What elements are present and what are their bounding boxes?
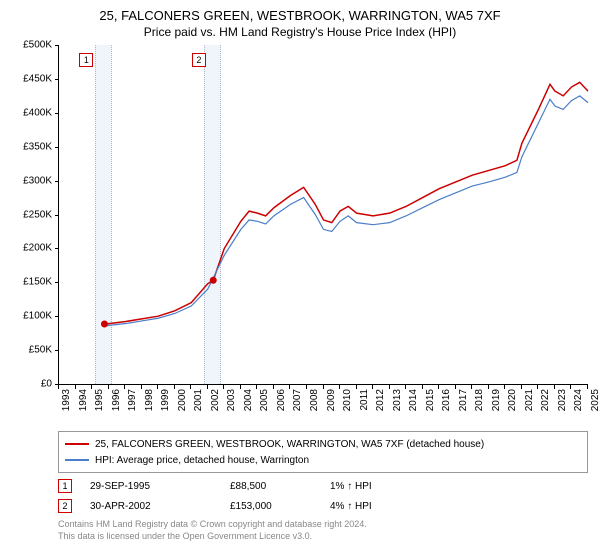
x-tick-label: 2019 — [491, 389, 502, 411]
callout-2: 2 — [192, 53, 206, 67]
event-price-1: £88,500 — [230, 481, 330, 492]
x-tick-label: 2001 — [193, 389, 204, 411]
x-tick-label: 2020 — [507, 389, 518, 411]
x-tick-label: 2000 — [177, 389, 188, 411]
x-tick-label: 2021 — [524, 389, 535, 411]
footer-line1: Contains HM Land Registry data © Crown c… — [58, 519, 588, 531]
chart: £0 £50K £100K £150K £200K £250K £300K £350K £400… — [8, 45, 592, 425]
x-tick-label: 2002 — [210, 389, 221, 411]
legend-label-hpi: HPI: Average price, detached house, Warr… — [95, 455, 309, 466]
x-tick-label: 2010 — [342, 389, 353, 411]
x-tick-label: 1995 — [94, 389, 105, 411]
event-num-2: 2 — [58, 499, 72, 513]
y-axis-labels: £0£50K£100K£150K£200K£250K£300K£350K£400… — [8, 45, 54, 385]
y-tick-label: £100K — [23, 311, 52, 322]
x-tick-label: 2015 — [425, 389, 436, 411]
x-tick-label: 1994 — [78, 389, 89, 411]
x-tick-label: 2005 — [259, 389, 270, 411]
y-tick-label: £350K — [23, 141, 52, 152]
legend-label-address: 25, FALCONERS GREEN, WESTBROOK, WARRINGT… — [95, 439, 484, 450]
x-tick-label: 2006 — [276, 389, 287, 411]
x-tick-label: 2003 — [226, 389, 237, 411]
x-tick-label: 1996 — [111, 389, 122, 411]
y-tick-label: £150K — [23, 277, 52, 288]
x-tick-label: 2011 — [359, 389, 370, 411]
x-tick-label: 2018 — [474, 389, 485, 411]
x-tick-label: 1997 — [127, 389, 138, 411]
y-tick-label: £450K — [23, 73, 52, 84]
plot-area: 12 — [58, 45, 588, 385]
event-pct-1: 1% ↑ HPI — [330, 481, 450, 492]
event-pct-2: 4% ↑ HPI — [330, 501, 450, 512]
chart-title-block: 25, FALCONERS GREEN, WESTBROOK, WARRINGT… — [8, 8, 592, 39]
event-num-1: 1 — [58, 479, 72, 493]
legend-row-address: 25, FALCONERS GREEN, WESTBROOK, WARRINGT… — [65, 436, 581, 452]
x-tick-label: 2025 — [590, 389, 600, 411]
y-tick-label: £250K — [23, 209, 52, 220]
chart-title-line2: Price paid vs. HM Land Registry's House … — [8, 25, 592, 39]
y-tick-label: £300K — [23, 175, 52, 186]
x-tick-label: 2008 — [309, 389, 320, 411]
x-tick-label: 2004 — [243, 389, 254, 411]
x-tick-label: 2017 — [458, 389, 469, 411]
y-tick-label: £0 — [41, 379, 52, 390]
x-tick-label: 2009 — [326, 389, 337, 411]
footer: Contains HM Land Registry data © Crown c… — [58, 519, 588, 542]
event-date-1: 29-SEP-1995 — [90, 481, 230, 492]
y-tick-label: £50K — [29, 345, 52, 356]
x-tick-label: 2016 — [441, 389, 452, 411]
event-row-1: 1 29-SEP-1995 £88,500 1% ↑ HPI — [58, 479, 588, 493]
callout-1: 1 — [79, 53, 93, 67]
event-date-2: 30-APR-2002 — [90, 501, 230, 512]
x-tick-label: 2007 — [292, 389, 303, 411]
x-tick-label: 2013 — [392, 389, 403, 411]
x-tick-label: 1999 — [160, 389, 171, 411]
event-row-2: 2 30-APR-2002 £153,000 4% ↑ HPI — [58, 499, 588, 513]
y-tick-label: £200K — [23, 243, 52, 254]
x-tick-label: 2022 — [540, 389, 551, 411]
legend-row-hpi: HPI: Average price, detached house, Warr… — [65, 452, 581, 468]
x-tick-label: 2024 — [573, 389, 584, 411]
legend: 25, FALCONERS GREEN, WESTBROOK, WARRINGT… — [58, 431, 588, 473]
legend-swatch-address — [65, 443, 89, 445]
x-tick-label: 1993 — [61, 389, 72, 411]
x-tick-label: 2012 — [375, 389, 386, 411]
footer-line2: This data is licensed under the Open Gov… — [58, 531, 588, 543]
y-tick-label: £500K — [23, 40, 52, 51]
x-tick-label: 2023 — [557, 389, 568, 411]
y-tick-label: £400K — [23, 107, 52, 118]
x-axis-labels: 1993 1994 1995 1996 1997 1998 1999 2000 2001 2002… — [58, 385, 588, 425]
event-price-2: £153,000 — [230, 501, 330, 512]
chart-lines — [59, 45, 588, 384]
x-tick-label: 1998 — [144, 389, 155, 411]
legend-swatch-hpi — [65, 459, 89, 461]
x-tick-label: 2014 — [408, 389, 419, 411]
chart-title-line1: 25, FALCONERS GREEN, WESTBROOK, WARRINGT… — [8, 8, 592, 23]
